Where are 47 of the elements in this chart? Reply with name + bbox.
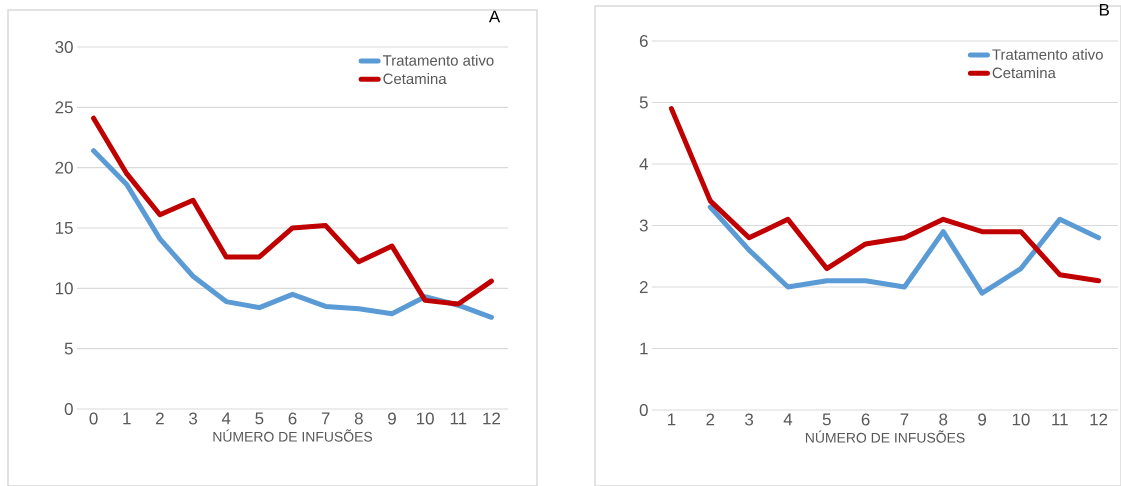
x-tick-label: 12 <box>483 412 500 425</box>
x-axis-title: NÚMERO DE INFUSÕES <box>213 429 373 442</box>
y-tick-label: 0 <box>639 403 648 416</box>
x-tick-label: 8 <box>354 412 363 425</box>
y-tick-label: 0 <box>64 402 73 415</box>
x-tick-label: 5 <box>822 413 831 426</box>
x-tick-label: 6 <box>288 412 297 425</box>
x-tick-label: 2 <box>156 412 164 425</box>
x-tick-label: 2 <box>706 413 715 426</box>
x-tick-label: 9 <box>978 413 987 426</box>
legend-label: Cetamina <box>992 67 1056 79</box>
x-tick-label: 4 <box>221 412 231 425</box>
x-tick-label: 4 <box>783 413 793 426</box>
x-tick-label: 8 <box>939 413 948 426</box>
x-tick-label: 11 <box>450 412 467 425</box>
x-tick-label: 5 <box>255 412 264 425</box>
chart-title: B <box>1099 3 1109 16</box>
x-tick-label: 10 <box>417 412 434 425</box>
legend-label: Tratamento ativo <box>382 54 494 66</box>
x-tick-label: 1 <box>668 413 676 426</box>
y-tick-label: 5 <box>64 342 73 355</box>
x-tick-label: 6 <box>861 413 870 426</box>
chart-title: A <box>488 10 501 23</box>
y-tick-label: 20 <box>55 161 73 174</box>
x-tick-label: 7 <box>900 413 909 426</box>
y-tick-label: 1 <box>640 342 648 355</box>
legend-label: Tratamento ativo <box>992 48 1103 60</box>
x-tick-label: 3 <box>188 412 198 425</box>
y-tick-label: 25 <box>55 101 73 114</box>
x-tick-label: 7 <box>321 412 330 425</box>
y-tick-label: 6 <box>639 34 648 47</box>
y-tick-label: 2 <box>639 281 648 293</box>
y-tick-label: 3 <box>639 219 648 232</box>
x-tick-label: 1 <box>123 412 131 425</box>
y-tick-label: 5 <box>639 96 648 109</box>
y-tick-label: 4 <box>639 158 648 170</box>
y-tick-label: 15 <box>55 222 73 234</box>
x-tick-label: 11 <box>1052 413 1068 426</box>
x-tick-label: 9 <box>388 412 396 425</box>
x-tick-label: 3 <box>745 413 754 426</box>
y-tick-label: 30 <box>55 40 73 53</box>
x-axis-title: NÚMERO DE INFUSÕES <box>805 430 965 443</box>
y-tick-label: 10 <box>55 282 73 295</box>
legend-label: Cetamina <box>383 73 447 85</box>
x-tick-label: 0 <box>89 412 98 425</box>
x-tick-label: 10 <box>1012 413 1030 426</box>
x-tick-label: 12 <box>1090 413 1108 426</box>
